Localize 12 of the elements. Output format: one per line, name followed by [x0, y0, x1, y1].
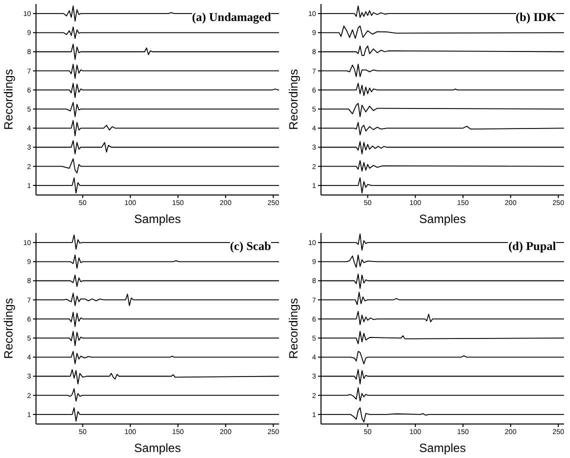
x-axis-title: Samples	[134, 212, 181, 226]
annotation: (a) Undamaged	[192, 10, 271, 25]
annotation: (b) IDK	[516, 10, 556, 25]
x-axis-title: Samples	[419, 441, 466, 455]
y-axis-title: Recordings	[1, 69, 16, 130]
x-axis-title: Samples	[134, 441, 181, 455]
annotation: (d) Pupal	[508, 239, 556, 254]
x-axis-title: Samples	[419, 212, 466, 226]
y-axis-title: Recordings	[1, 298, 16, 359]
annotation: (c) Scab	[230, 239, 271, 254]
y-axis-title: Recordings	[286, 298, 300, 359]
y-axis-title: Recordings	[286, 69, 300, 130]
